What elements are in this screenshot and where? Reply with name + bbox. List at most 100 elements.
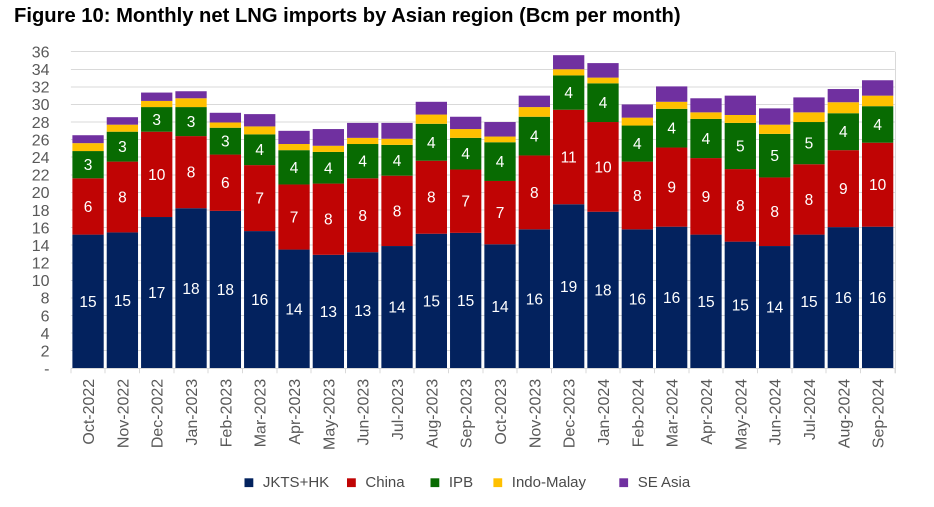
svg-text:16: 16 xyxy=(835,290,852,307)
svg-text:3: 3 xyxy=(187,114,196,131)
svg-text:8: 8 xyxy=(324,212,333,229)
svg-text:24: 24 xyxy=(32,150,50,167)
svg-text:3: 3 xyxy=(84,157,93,174)
svg-text:9: 9 xyxy=(839,181,848,198)
svg-text:3: 3 xyxy=(221,134,230,151)
svg-text:5: 5 xyxy=(770,148,779,165)
svg-text:4: 4 xyxy=(873,117,882,134)
svg-text:Feb-2023: Feb-2023 xyxy=(218,379,235,448)
svg-text:15: 15 xyxy=(800,294,817,311)
svg-text:7: 7 xyxy=(461,194,470,211)
svg-text:Nov-2023: Nov-2023 xyxy=(527,379,544,448)
svg-text:14: 14 xyxy=(766,300,784,317)
svg-text:18: 18 xyxy=(182,281,199,298)
svg-text:4: 4 xyxy=(427,135,436,152)
svg-text:2: 2 xyxy=(41,344,50,361)
svg-text:8: 8 xyxy=(427,190,436,207)
svg-text:16: 16 xyxy=(32,220,50,237)
svg-text:Feb-2024: Feb-2024 xyxy=(630,379,647,448)
svg-text:14: 14 xyxy=(388,300,406,317)
svg-text:18: 18 xyxy=(217,282,234,299)
svg-text:28: 28 xyxy=(32,115,50,132)
svg-text:SE Asia: SE Asia xyxy=(638,474,691,491)
svg-text:Aug-2024: Aug-2024 xyxy=(836,379,853,448)
svg-text:13: 13 xyxy=(320,304,337,321)
svg-text:12: 12 xyxy=(32,256,50,273)
svg-text:Sep-2024: Sep-2024 xyxy=(871,379,888,448)
svg-text:15: 15 xyxy=(423,294,440,311)
svg-text:Indo-Malay: Indo-Malay xyxy=(512,474,587,491)
svg-text:6: 6 xyxy=(221,175,230,192)
svg-text:Apr-2023: Apr-2023 xyxy=(287,379,304,445)
svg-text:14: 14 xyxy=(285,301,303,318)
svg-text:May-2024: May-2024 xyxy=(733,379,750,450)
svg-text:30: 30 xyxy=(32,97,50,114)
svg-text:15: 15 xyxy=(79,294,96,311)
svg-text:8: 8 xyxy=(805,192,814,209)
svg-text:10: 10 xyxy=(148,167,166,184)
svg-text:Jan-2023: Jan-2023 xyxy=(184,379,201,446)
svg-text:Nov-2022: Nov-2022 xyxy=(115,379,132,448)
svg-text:Dec-2022: Dec-2022 xyxy=(150,379,167,448)
svg-text:5: 5 xyxy=(805,136,814,153)
svg-text:Mar-2024: Mar-2024 xyxy=(665,379,682,448)
svg-text:8: 8 xyxy=(530,185,539,202)
svg-text:4: 4 xyxy=(633,136,642,153)
svg-text:4: 4 xyxy=(530,129,539,146)
svg-text:19: 19 xyxy=(560,279,577,296)
svg-text:34: 34 xyxy=(32,62,50,79)
svg-text:11: 11 xyxy=(561,149,577,166)
svg-text:8: 8 xyxy=(41,291,50,308)
svg-text:8: 8 xyxy=(118,190,127,207)
svg-text:Mar-2023: Mar-2023 xyxy=(253,379,270,448)
svg-text:20: 20 xyxy=(32,185,50,202)
svg-text:9: 9 xyxy=(702,189,711,206)
svg-text:9: 9 xyxy=(667,180,676,197)
svg-text:8: 8 xyxy=(393,203,402,220)
svg-text:Jul-2023: Jul-2023 xyxy=(390,379,407,440)
svg-text:10: 10 xyxy=(869,177,887,194)
svg-text:16: 16 xyxy=(526,291,543,308)
svg-text:4: 4 xyxy=(393,153,402,170)
svg-text:Jun-2024: Jun-2024 xyxy=(768,379,785,446)
svg-text:4: 4 xyxy=(599,95,608,112)
svg-text:Jul-2024: Jul-2024 xyxy=(802,379,819,440)
svg-text:17: 17 xyxy=(148,285,165,302)
svg-text:4: 4 xyxy=(702,131,711,148)
svg-text:8: 8 xyxy=(633,188,642,205)
svg-text:22: 22 xyxy=(32,168,50,185)
svg-text:16: 16 xyxy=(869,290,886,307)
svg-text:4: 4 xyxy=(358,154,367,171)
svg-text:13: 13 xyxy=(354,303,371,320)
svg-text:IPB: IPB xyxy=(449,474,473,491)
svg-text:Oct-2023: Oct-2023 xyxy=(493,379,510,445)
svg-text:18: 18 xyxy=(594,283,611,300)
svg-text:6: 6 xyxy=(41,308,50,325)
svg-text:15: 15 xyxy=(697,294,714,311)
svg-text:6: 6 xyxy=(84,199,93,216)
svg-text:8: 8 xyxy=(770,204,779,221)
svg-text:7: 7 xyxy=(496,205,505,222)
svg-text:10: 10 xyxy=(594,159,612,176)
svg-text:4: 4 xyxy=(496,154,505,171)
svg-text:JKTS+HK: JKTS+HK xyxy=(263,474,329,491)
svg-text:Dec-2023: Dec-2023 xyxy=(562,379,579,448)
svg-text:4: 4 xyxy=(461,146,470,163)
svg-text:10: 10 xyxy=(32,273,50,290)
svg-text:3: 3 xyxy=(118,139,127,156)
svg-text:18: 18 xyxy=(32,203,50,220)
svg-text:China: China xyxy=(365,474,405,491)
svg-text:4: 4 xyxy=(667,121,676,138)
svg-text:Apr-2024: Apr-2024 xyxy=(699,379,716,445)
svg-text:15: 15 xyxy=(732,297,749,314)
svg-text:4: 4 xyxy=(41,326,50,343)
svg-text:Sep-2023: Sep-2023 xyxy=(459,379,476,448)
svg-text:4: 4 xyxy=(255,142,264,159)
svg-text:4: 4 xyxy=(324,160,333,177)
svg-text:32: 32 xyxy=(32,80,50,97)
svg-text:16: 16 xyxy=(629,291,646,308)
svg-text:7: 7 xyxy=(290,210,299,227)
svg-text:8: 8 xyxy=(736,198,745,215)
svg-text:14: 14 xyxy=(491,299,509,316)
svg-text:Aug-2023: Aug-2023 xyxy=(424,379,441,448)
